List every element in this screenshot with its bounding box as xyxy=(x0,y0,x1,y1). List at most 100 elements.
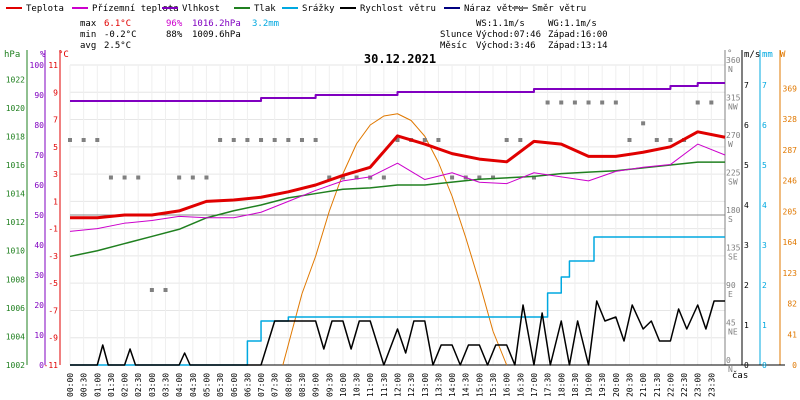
wind-wg: WG:1.1m/s xyxy=(548,19,597,29)
wind-direction-point xyxy=(136,175,141,180)
wind-direction-point xyxy=(545,100,550,105)
tick-temperature: -5 xyxy=(48,279,58,288)
tick-time: 10:00 xyxy=(339,373,348,397)
wind-direction-point xyxy=(68,138,72,142)
wind-direction-point xyxy=(613,100,618,105)
tick-humidity: 30 xyxy=(34,271,44,280)
legend-label: Teplota xyxy=(26,4,64,14)
tick-direction: 225 xyxy=(726,169,741,178)
tick-time: 04:30 xyxy=(189,373,198,397)
wind-direction-point xyxy=(259,138,264,142)
tick-solar: 41 xyxy=(787,330,797,339)
wind-direction-point xyxy=(641,121,646,126)
tick-direction: 315 xyxy=(726,94,741,103)
stat-min-hum: 88% xyxy=(166,30,183,40)
wind-direction-point xyxy=(600,100,605,105)
tick-pressure: 1012 xyxy=(6,218,25,227)
humidity-line xyxy=(70,82,725,102)
tick-temperature: -9 xyxy=(48,334,58,343)
tick-direction-name: S xyxy=(728,215,733,224)
tick-temperature: -3 xyxy=(48,252,58,261)
tick-rain: 3 xyxy=(762,241,767,250)
wind-direction-point xyxy=(627,138,632,142)
tick-pressure: 1004 xyxy=(6,332,25,341)
tick-time: 07:30 xyxy=(271,373,280,397)
tick-time: 01:00 xyxy=(93,373,102,397)
stat-max-temp: 6.1°C xyxy=(104,19,131,29)
tick-pressure: 1016 xyxy=(6,161,25,170)
tick-rain: 5 xyxy=(762,161,767,170)
tick-time: 05:00 xyxy=(202,373,211,397)
tick-time: 00:30 xyxy=(80,373,89,397)
tick-time: 22:30 xyxy=(680,373,689,397)
unit-rain: mm xyxy=(762,50,773,60)
tick-direction-name: NW xyxy=(728,103,738,112)
tick-solar: 0 xyxy=(792,361,797,370)
wind-speed-line xyxy=(70,300,725,366)
wind-direction-point xyxy=(450,175,455,180)
tick-time: 03:30 xyxy=(162,373,171,397)
tick-speed: 5 xyxy=(744,161,749,170)
ground-temperature-line xyxy=(69,143,726,232)
unit-direction: ° xyxy=(727,49,732,59)
wind-direction-point xyxy=(327,175,332,180)
tick-temperature: 1 xyxy=(53,197,58,206)
stat-min-label: min xyxy=(80,30,96,40)
unit-speed: m/s xyxy=(744,50,760,60)
tick-direction: 45 xyxy=(726,319,736,328)
tick-time: 02:00 xyxy=(121,373,130,397)
unit-pressure: hPa xyxy=(4,50,20,60)
tick-time: 18:30 xyxy=(571,373,580,397)
tick-direction: 135 xyxy=(726,244,741,253)
tick-time: 16:00 xyxy=(503,373,512,397)
tick-direction: 360 xyxy=(726,56,741,65)
wind-direction-point xyxy=(81,138,86,142)
tick-speed: 7 xyxy=(744,81,749,90)
rain-line xyxy=(70,236,725,366)
tick-direction: 180 xyxy=(726,206,741,215)
wind-direction-point xyxy=(177,175,182,180)
tick-time: 13:00 xyxy=(421,373,430,397)
tick-time: 08:30 xyxy=(298,373,307,397)
tick-rain: 7 xyxy=(762,81,767,90)
sun-set: Západ:16:00 xyxy=(548,30,608,40)
wind-direction-point xyxy=(504,138,509,142)
tick-time: 22:00 xyxy=(666,373,675,397)
legend-label: Rychlost větru xyxy=(360,4,436,14)
wind-direction-point xyxy=(340,175,345,180)
sun-label: Slunce xyxy=(440,30,473,40)
tick-time: 08:00 xyxy=(284,373,293,397)
tick-time: 23:30 xyxy=(707,373,716,397)
wind-direction-point xyxy=(272,138,277,142)
axis-units: hPa % °C ° m/s mm W čas xyxy=(4,49,786,381)
tick-solar: 369 xyxy=(783,84,798,93)
stat-max-press: 1016.2hPa xyxy=(192,19,241,29)
tick-time: 17:30 xyxy=(544,373,553,397)
temperature-line xyxy=(70,130,726,220)
wind-direction-point xyxy=(122,175,127,180)
tick-humidity: 0 xyxy=(39,361,44,370)
stat-avg-label: avg xyxy=(80,41,96,51)
tick-time: 12:00 xyxy=(394,373,403,397)
tick-solar: 246 xyxy=(783,177,798,186)
stat-max-rain: 3.2mm xyxy=(252,19,279,29)
tick-humidity: 60 xyxy=(34,181,44,190)
wind-direction-point xyxy=(422,138,427,142)
tick-time: 14:00 xyxy=(448,373,457,397)
tick-rain: 2 xyxy=(762,281,767,290)
tick-time: 15:00 xyxy=(475,373,484,397)
pressure-line xyxy=(69,161,725,258)
tick-direction: 90 xyxy=(726,281,736,290)
tick-speed: 0 xyxy=(744,361,749,370)
wind-direction-point xyxy=(95,138,100,142)
tick-direction-name: N xyxy=(728,365,733,374)
tick-time: 09:30 xyxy=(325,373,334,397)
tick-speed: 4 xyxy=(744,201,749,210)
tick-pressure: 1002 xyxy=(6,361,25,370)
tick-speed: 3 xyxy=(744,241,749,250)
tick-direction-name: W xyxy=(728,140,733,149)
tick-pressure: 1018 xyxy=(6,132,25,141)
wind-direction-point xyxy=(163,288,168,292)
tick-speed: 1 xyxy=(744,321,749,330)
